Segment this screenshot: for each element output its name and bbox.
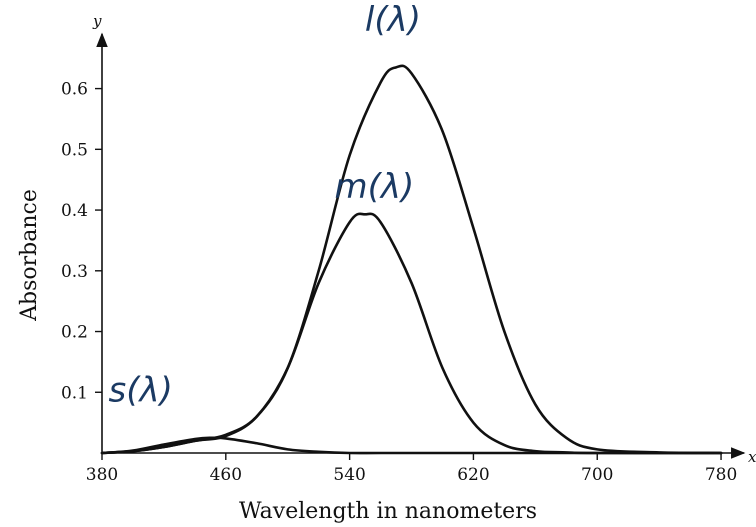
x-axis-letter: x — [748, 448, 756, 466]
l-curve-label: l(λ) — [365, 0, 421, 40]
x-tick-label: 620 — [457, 465, 489, 485]
y-axis-title: Absorbance — [17, 189, 42, 322]
y-tick-label: 0.6 — [61, 80, 88, 100]
x-tick-label: 780 — [705, 465, 737, 485]
y-tick-label: 0.4 — [61, 201, 88, 221]
y-ticks: 0.1 0.2 0.3 0.4 0.5 0.6 — [61, 80, 102, 403]
y-tick-label: 0.1 — [61, 383, 88, 403]
y-tick-label: 0.3 — [61, 262, 88, 282]
x-tick-label: 460 — [210, 465, 242, 485]
m-curve — [100, 212, 723, 455]
curve-labels: l(λ) m(λ) s(λ) — [109, 0, 422, 410]
l-curve — [100, 64, 723, 455]
x-ticks: 380 460 540 620 700 780 — [86, 453, 737, 485]
x-tick-label: 700 — [581, 465, 613, 485]
curves — [100, 64, 723, 455]
x-tick-label: 540 — [333, 465, 365, 485]
s-curve-label: s(λ) — [109, 370, 173, 410]
m-curve-label: m(λ) — [334, 167, 414, 207]
x-tick-label: 380 — [86, 465, 118, 485]
axes: x y — [92, 12, 756, 466]
y-tick-label: 0.5 — [61, 140, 88, 160]
y-tick-label: 0.2 — [61, 323, 88, 343]
x-axis-title: Wavelength in nanometers — [239, 499, 537, 524]
s-curve — [100, 436, 723, 455]
y-axis-letter: y — [92, 12, 102, 30]
